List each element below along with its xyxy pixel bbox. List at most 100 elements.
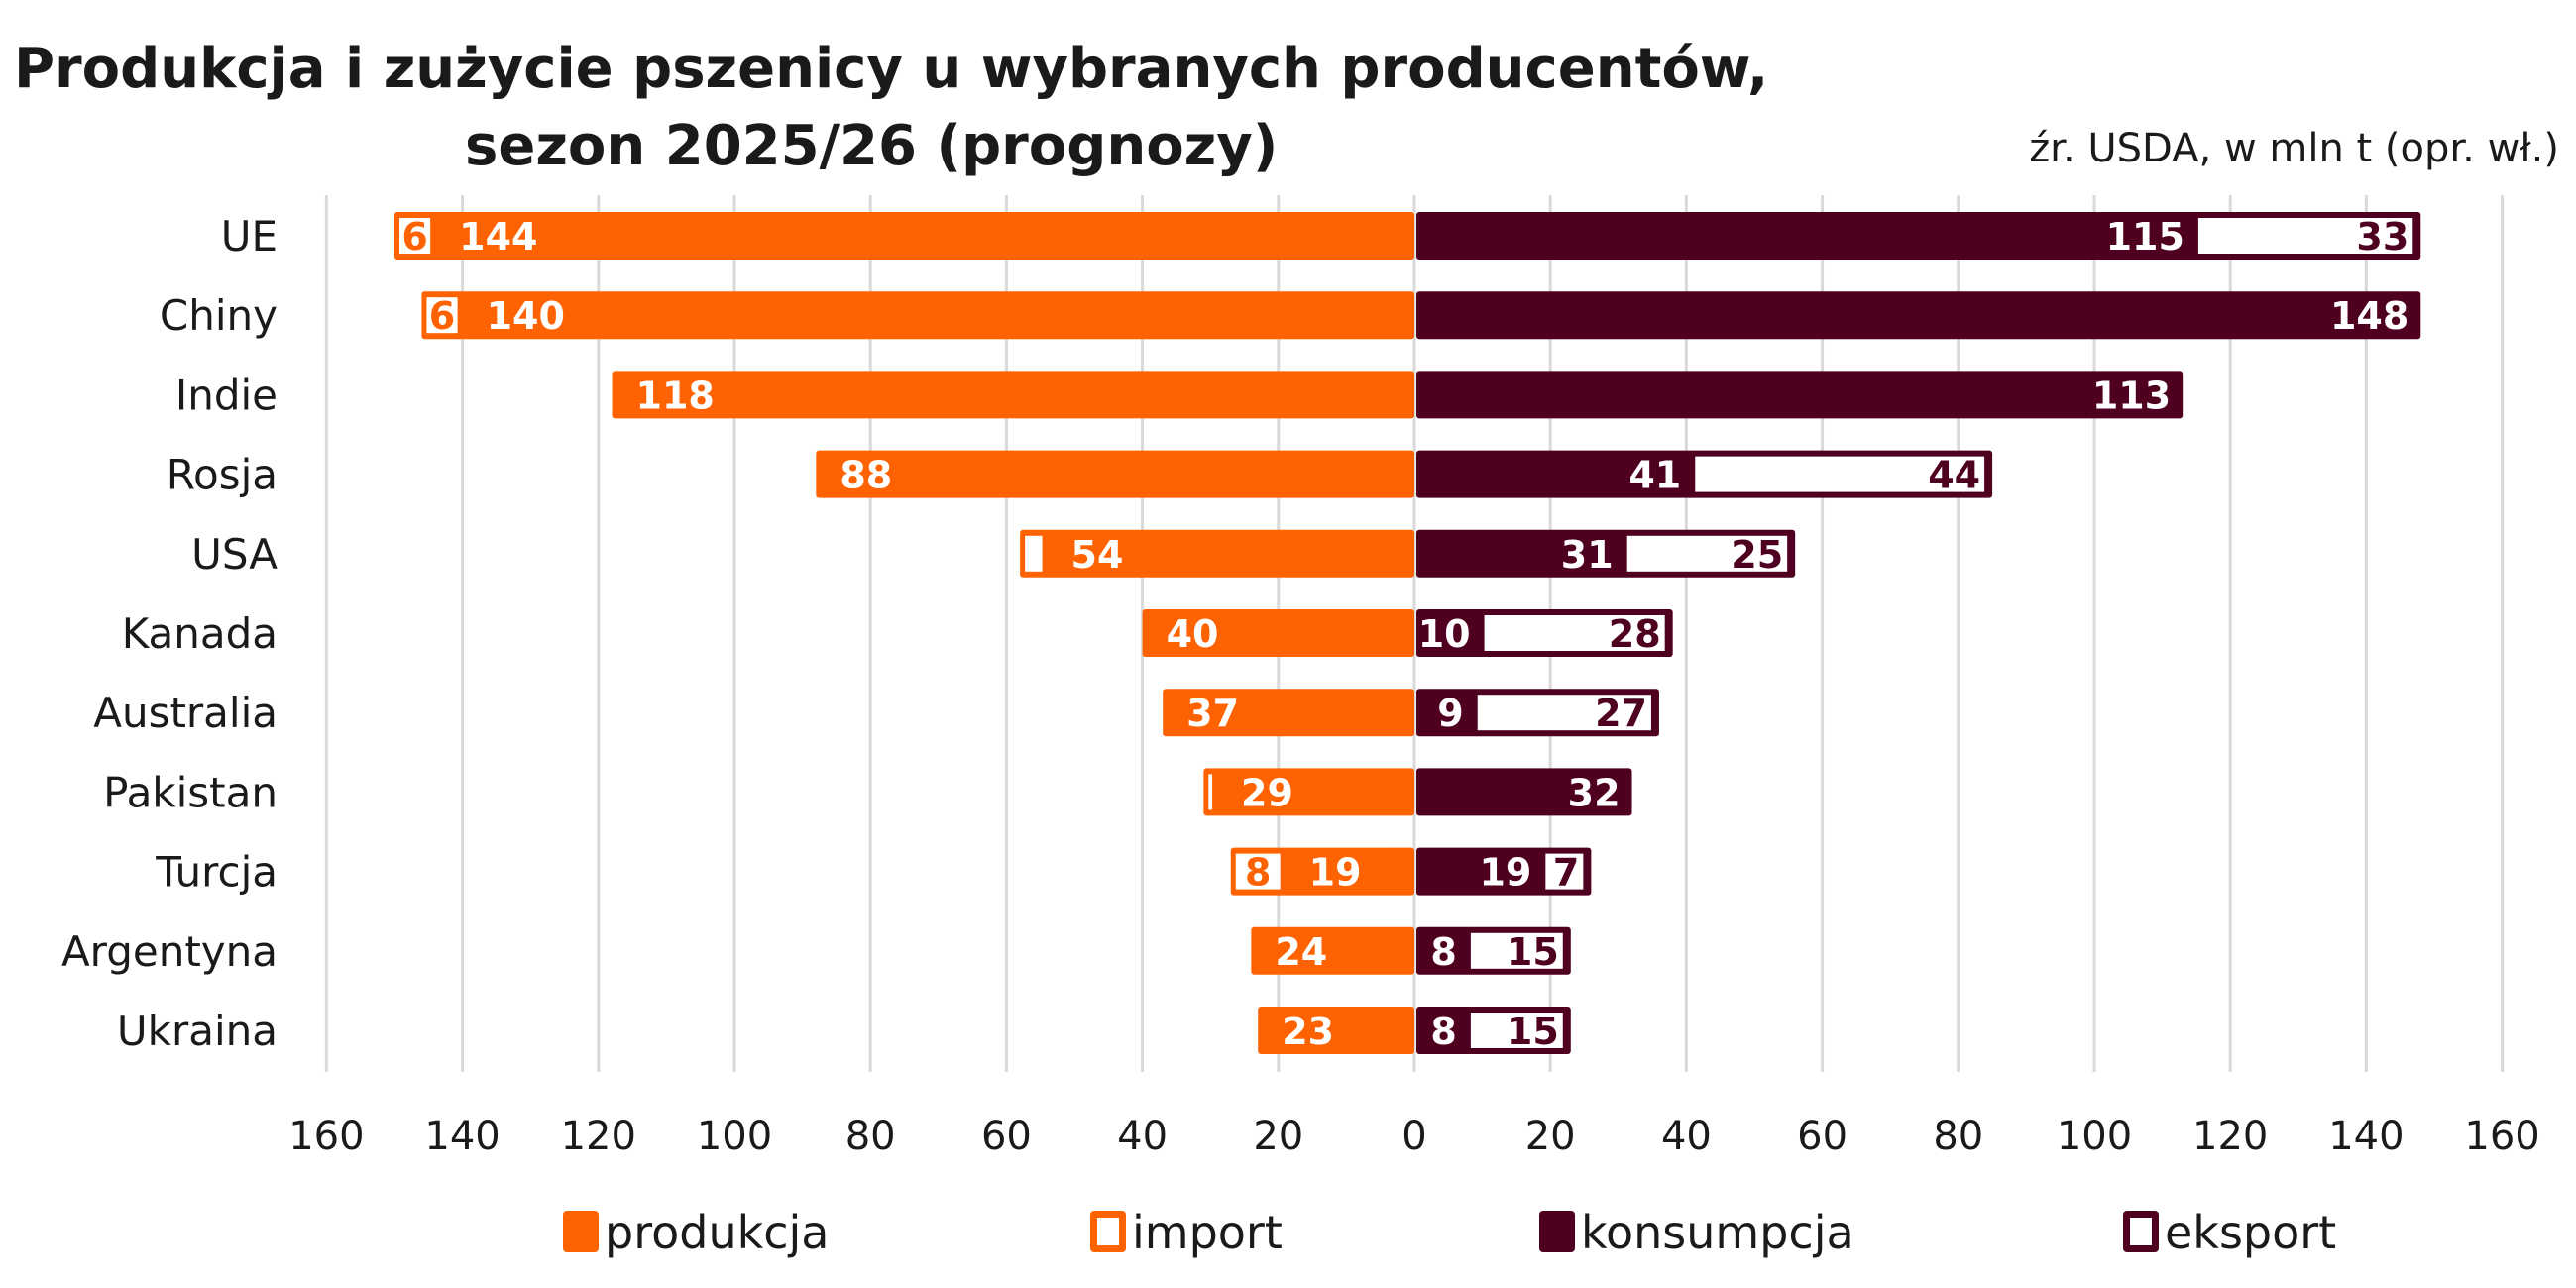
- bar-import: [399, 218, 431, 254]
- bar-produkcja-frame: [1258, 1007, 1414, 1054]
- source-note: źr. USDA, w mln t (opr. wł.): [2029, 126, 2559, 171]
- x-tick-label: 140: [2328, 1114, 2404, 1159]
- data-label-konsumpcja: 8: [1430, 1010, 1456, 1053]
- bar-eksport: [1695, 456, 1985, 492]
- data-label-konsumpcja: 19: [1479, 851, 1531, 895]
- data-label-import: 6: [401, 215, 427, 259]
- category-label: Ukraina: [117, 1007, 278, 1055]
- x-tick-label: 160: [288, 1114, 364, 1159]
- data-label-produkcja: 19: [1309, 851, 1362, 895]
- data-label-eksport: 28: [1609, 612, 1661, 656]
- category-label: Turcja: [155, 848, 278, 897]
- x-axis-ticks: 160 140 120 100 80 60 40 20 0 20 40 60 80 100 120 140 16…: [288, 1114, 2540, 1159]
- bar-konsumpcja-frame: [1416, 768, 1632, 816]
- data-label-produkcja: 23: [1282, 1010, 1334, 1053]
- bar-eksport: [1484, 615, 1665, 651]
- bar-eksport: [1545, 853, 1584, 890]
- data-label-produkcja: 88: [840, 454, 892, 497]
- data-label-konsumpcja: 32: [1568, 771, 1621, 814]
- category-label: Indie: [175, 371, 278, 419]
- bar-produkcja-frame: [816, 450, 1414, 498]
- data-label-import: 6: [429, 294, 455, 338]
- category-label: Australia: [93, 689, 278, 737]
- bar-konsumpcja-frame: [1416, 212, 2421, 260]
- data-label-eksport: 33: [2356, 215, 2408, 259]
- legend: produkcja import konsumpcja eksport: [563, 1206, 2336, 1259]
- bar-produkcja-frame: [1251, 926, 1414, 975]
- bar-produkcja-frame: [1020, 529, 1414, 578]
- x-tick-label: 120: [2192, 1114, 2268, 1159]
- category-label: Rosja: [167, 451, 278, 499]
- data-label-eksport: 44: [1928, 454, 1980, 497]
- data-label-konsumpcja: 115: [2106, 215, 2184, 259]
- chart-title-line1: Produkcja i zużycie pszenicy u wybranych…: [14, 37, 1768, 101]
- data-label-eksport: 15: [1507, 1010, 1559, 1053]
- x-tick-label: 140: [424, 1114, 500, 1159]
- bar-eksport: [1470, 1013, 1563, 1048]
- bar-import: [1025, 535, 1043, 572]
- bar-produkcja-frame: [421, 291, 1414, 340]
- bar-produkcja-frame: [394, 212, 1414, 260]
- x-tick-label: 80: [1933, 1114, 1983, 1159]
- bar-import: [1208, 774, 1213, 810]
- x-tick-label: 60: [981, 1114, 1032, 1159]
- data-label-produkcja: 29: [1241, 771, 1293, 814]
- bar-eksport: [1477, 695, 1651, 731]
- data-label-produkcja: 118: [636, 374, 715, 417]
- data-label-konsumpcja: 9: [1437, 692, 1463, 735]
- bar-konsumpcja-frame: [1416, 371, 2184, 419]
- x-tick-label: 120: [561, 1114, 636, 1159]
- data-label-produkcja: 144: [459, 215, 537, 259]
- data-label-eksport: 27: [1595, 692, 1647, 735]
- data-label-produkcja: 54: [1071, 533, 1124, 577]
- x-tick-label: 40: [1661, 1114, 1712, 1159]
- category-label: Pakistan: [103, 768, 278, 816]
- bar-produkcja-frame: [1142, 609, 1414, 657]
- data-label-eksport: 25: [1731, 533, 1783, 577]
- bar-produkcja-frame: [612, 371, 1414, 419]
- data-label-import: 8: [1245, 851, 1271, 895]
- chart-title-line2: sezon 2025/26 (prognozy): [465, 114, 1278, 178]
- data-label-produkcja: 24: [1275, 930, 1327, 974]
- bar-produkcja-frame: [1163, 689, 1414, 737]
- x-tick-label: 20: [1525, 1114, 1576, 1159]
- data-label-konsumpcja: 113: [2092, 374, 2171, 417]
- data-label-konsumpcja: 31: [1561, 533, 1614, 577]
- data-label-produkcja: 37: [1186, 692, 1239, 735]
- x-tick-label: 80: [845, 1114, 896, 1159]
- bar-eksport: [1626, 535, 1788, 572]
- legend-label-import: import: [1132, 1206, 1283, 1259]
- bar-import: [426, 297, 458, 334]
- category-label: Kanada: [122, 609, 278, 658]
- legend-label-konsumpcja: konsumpcja: [1581, 1206, 1854, 1259]
- bar-konsumpcja-frame: [1416, 291, 2421, 340]
- data-label-produkcja: 40: [1167, 612, 1219, 656]
- data-label-eksport: 15: [1507, 930, 1559, 974]
- legend-swatch-konsumpcja: [1539, 1211, 1575, 1252]
- data-label-konsumpcja: 148: [2330, 294, 2408, 338]
- bar-eksport: [2197, 218, 2413, 254]
- legend-swatch-produkcja: [563, 1211, 599, 1252]
- category-labels: UE Chiny Indie Rosja USA Kanada Australia Pakis…: [61, 212, 278, 1055]
- legend-swatch-inner: [2130, 1218, 2152, 1245]
- x-tick-label: 40: [1117, 1114, 1168, 1159]
- legend-label-eksport: eksport: [2165, 1206, 2336, 1259]
- bar-eksport: [1470, 932, 1563, 969]
- x-tick-label: 60: [1797, 1114, 1848, 1159]
- x-tick-label: 0: [1401, 1114, 1426, 1159]
- category-label: UE: [221, 212, 278, 261]
- data-label-konsumpcja: 41: [1628, 454, 1681, 497]
- x-tick-label: 100: [2057, 1114, 2132, 1159]
- data-label-eksport: 7: [1553, 851, 1579, 895]
- data-label-konsumpcja: 8: [1430, 930, 1456, 974]
- data-label-produkcja: 140: [487, 294, 565, 338]
- x-tick-label: 20: [1253, 1114, 1303, 1159]
- category-label: USA: [191, 530, 278, 579]
- category-label: Argentyna: [61, 927, 278, 976]
- x-tick-label: 160: [2464, 1114, 2539, 1159]
- legend-label-produkcja: produkcja: [605, 1206, 830, 1259]
- legend-swatch-inner: [1097, 1218, 1119, 1245]
- category-label: Chiny: [160, 291, 278, 340]
